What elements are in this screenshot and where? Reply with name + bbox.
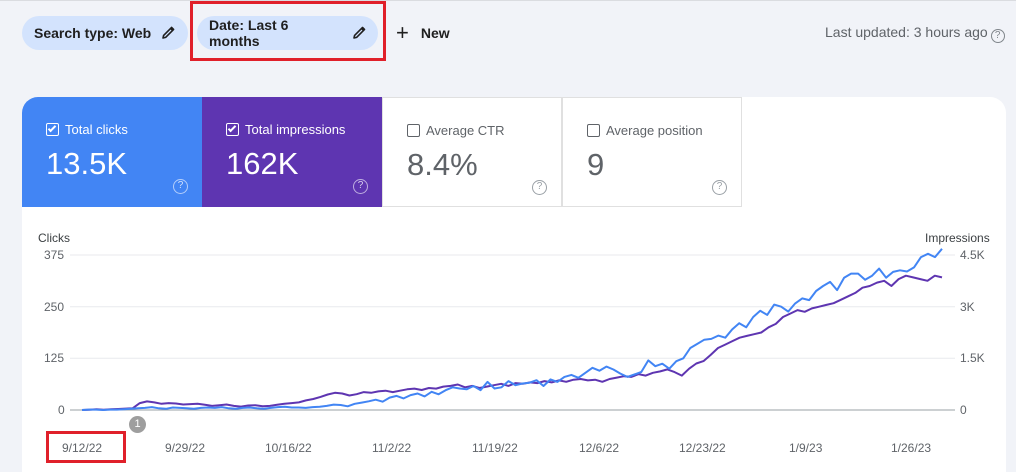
edit-pencil-icon: [162, 26, 175, 39]
y-left-tick: 375: [44, 248, 65, 262]
top-divider: [0, 0, 1016, 1]
annotation-marker[interactable]: 1: [129, 416, 146, 433]
last-updated-text: Last updated: 3 hours ago?: [825, 24, 1005, 43]
date-filter-chip[interactable]: Date: Last 6 months: [197, 16, 378, 50]
y-axis-left-title: Clicks: [38, 231, 70, 245]
metric-average-ctr[interactable]: Average CTR 8.4% ?: [382, 97, 562, 207]
search-type-filter-chip[interactable]: Search type: Web: [22, 16, 188, 50]
metric-label: Total impressions: [245, 122, 346, 137]
metric-label: Average CTR: [426, 123, 505, 138]
date-filter-label: Date: Last 6 months: [209, 17, 289, 49]
x-tick: 11/2/22: [372, 441, 412, 455]
plus-icon: +: [396, 20, 409, 45]
metric-value: 13.5K: [46, 146, 128, 181]
checkbox-unchecked-icon[interactable]: [407, 124, 420, 137]
search-type-filter-label: Search type: Web: [34, 25, 152, 41]
metric-label: Average position: [606, 123, 703, 138]
help-icon[interactable]: ?: [353, 179, 368, 194]
new-filter-label: New: [420, 25, 450, 41]
y-right-tick: 4.5K: [960, 248, 985, 262]
x-tick: 11/19/22: [472, 441, 518, 455]
help-icon[interactable]: ?: [173, 179, 188, 194]
edit-pencil-icon: [353, 26, 366, 39]
metric-label: Total clicks: [65, 122, 128, 137]
y-axis-right-title: Impressions: [925, 231, 990, 245]
help-icon[interactable]: ?: [990, 29, 1005, 43]
x-tick: 9/12/22: [62, 441, 103, 455]
metric-value: 9: [587, 147, 605, 182]
start-date-highlight-box: [46, 431, 126, 463]
date-filter-highlight-box: [190, 1, 386, 61]
metric-value: 162K: [226, 146, 299, 181]
new-filter-button[interactable]: + New: [396, 20, 450, 46]
metric-total-clicks[interactable]: Total clicks 13.5K ?: [22, 97, 202, 207]
metric-value: 8.4%: [407, 147, 478, 182]
metric-total-impressions[interactable]: Total impressions 162K ?: [202, 97, 382, 207]
y-right-tick: 3K: [960, 300, 975, 314]
y-right-tick: 0: [960, 403, 967, 417]
checkbox-checked-icon[interactable]: [226, 123, 239, 136]
y-left-tick: 125: [44, 351, 65, 365]
x-tick: 9/29/22: [165, 441, 206, 455]
checkbox-checked-icon[interactable]: [46, 123, 59, 136]
x-tick: 1/26/23: [891, 441, 932, 455]
help-icon[interactable]: ?: [712, 180, 727, 195]
x-tick: 12/6/22: [579, 441, 620, 455]
x-tick: 12/23/22: [679, 441, 726, 455]
y-right-tick: 1.5K: [960, 351, 985, 365]
last-updated-label: Last updated: 3 hours ago: [825, 24, 988, 40]
metric-average-position[interactable]: Average position 9 ?: [562, 97, 742, 207]
x-tick: 10/16/22: [265, 441, 312, 455]
checkbox-unchecked-icon[interactable]: [587, 124, 600, 137]
help-icon[interactable]: ?: [532, 180, 547, 195]
y-left-tick: 0: [58, 403, 65, 417]
y-left-tick: 250: [44, 300, 65, 314]
x-tick: 1/9/23: [789, 441, 823, 455]
